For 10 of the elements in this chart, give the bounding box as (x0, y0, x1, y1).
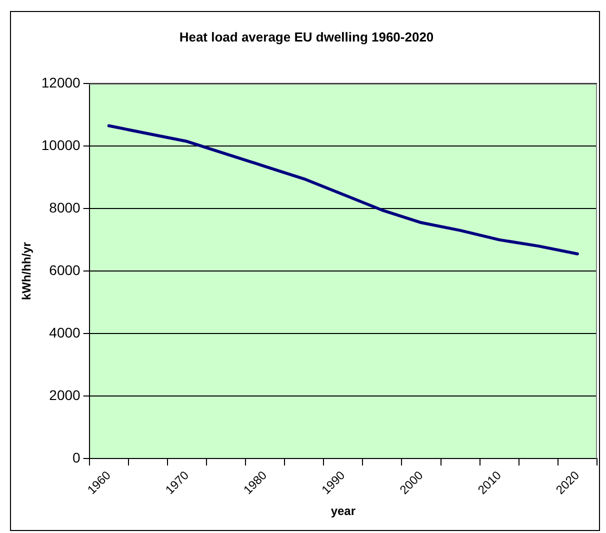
y-tick-label: 12000 (41, 74, 81, 90)
y-tick-label: 4000 (49, 324, 81, 340)
y-tick-label: 8000 (49, 199, 81, 216)
y-tick-label: 10000 (41, 136, 81, 153)
chart-title: Heat load average EU dwelling 1960-2020 (179, 29, 434, 44)
y-axis-title: kWh/hh/yr (20, 242, 34, 300)
y-tick-label: 0 (72, 449, 81, 466)
y-tick-label: 2000 (49, 386, 81, 403)
y-tick-label: 6000 (49, 262, 81, 278)
x-axis-title: year (330, 504, 356, 518)
